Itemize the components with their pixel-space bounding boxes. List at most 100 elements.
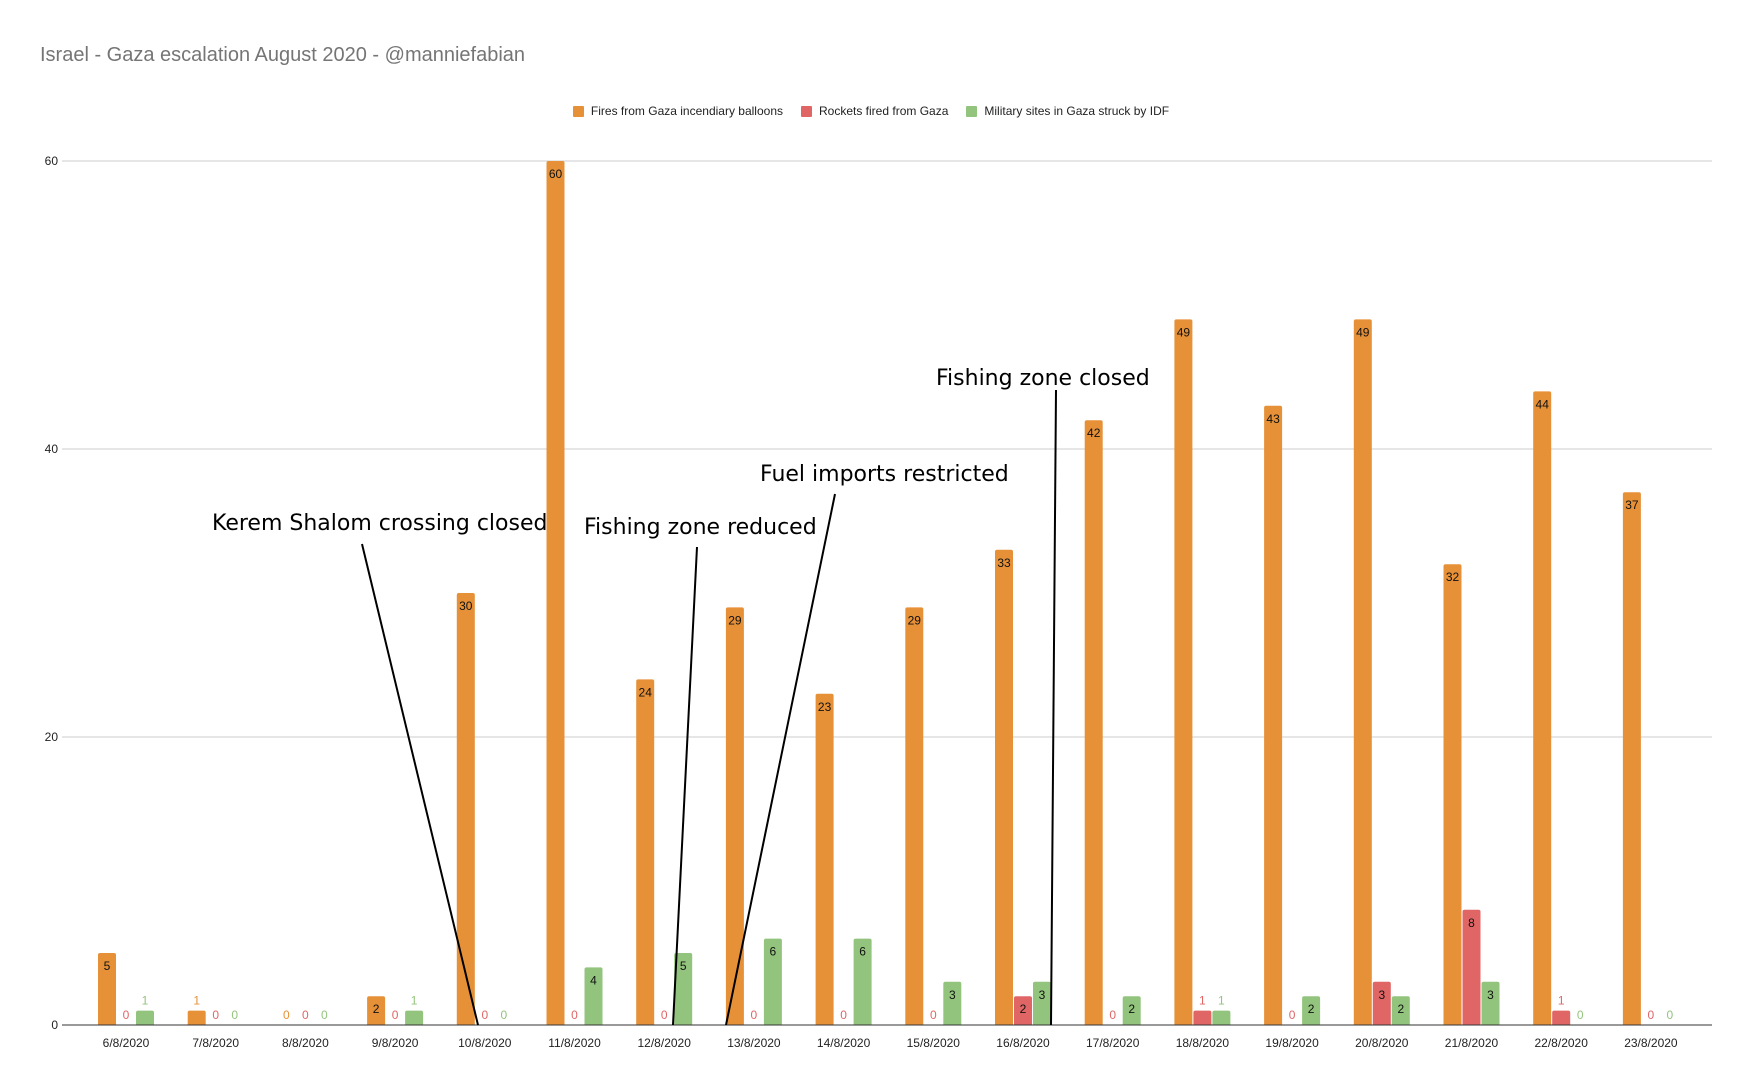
- data-label: 0: [1648, 1008, 1655, 1022]
- data-label: 0: [481, 1008, 488, 1022]
- annotation-label: Fuel imports restricted: [760, 462, 1009, 487]
- data-label: 0: [1577, 1008, 1584, 1022]
- data-label: 1: [1218, 994, 1225, 1008]
- data-label: 0: [321, 1008, 328, 1022]
- y-tick-label: 0: [51, 1018, 58, 1032]
- x-tick-label: 22/8/2020: [1535, 1036, 1589, 1050]
- data-label: 0: [661, 1008, 668, 1022]
- data-label: 0: [123, 1008, 130, 1022]
- bar: [547, 161, 565, 1025]
- x-tick-label: 23/8/2020: [1624, 1036, 1678, 1050]
- data-label: 1: [142, 994, 149, 1008]
- data-label: 60: [549, 167, 563, 181]
- x-tick-label: 11/8/2020: [548, 1036, 601, 1050]
- x-tick-label: 19/8/2020: [1265, 1036, 1319, 1050]
- data-label: 32: [1446, 570, 1460, 584]
- bar: [188, 1011, 206, 1025]
- x-tick-label: 13/8/2020: [727, 1036, 781, 1050]
- bar: [1193, 1011, 1211, 1025]
- data-label: 0: [571, 1008, 578, 1022]
- bar: [1533, 391, 1551, 1025]
- data-label: 2: [1308, 1002, 1315, 1016]
- bar: [1212, 1011, 1230, 1025]
- bar: [1354, 319, 1372, 1025]
- data-label: 4: [590, 973, 597, 987]
- data-label: 42: [1087, 426, 1101, 440]
- data-label: 2: [1397, 1002, 1404, 1016]
- x-tick-label: 9/8/2020: [372, 1036, 419, 1050]
- data-label: 23: [818, 700, 832, 714]
- data-label: 0: [1667, 1008, 1674, 1022]
- data-label: 0: [840, 1008, 847, 1022]
- bar: [1552, 1011, 1570, 1025]
- bar: [1174, 319, 1192, 1025]
- data-label: 33: [997, 556, 1011, 570]
- x-tick-label: 20/8/2020: [1355, 1036, 1409, 1050]
- x-tick-label: 10/8/2020: [458, 1036, 512, 1050]
- data-label: 0: [500, 1008, 507, 1022]
- data-label: 0: [392, 1008, 399, 1022]
- x-tick-label: 21/8/2020: [1445, 1036, 1499, 1050]
- y-tick-label: 40: [45, 442, 59, 456]
- x-tick-label: 7/8/2020: [192, 1036, 239, 1050]
- annotation-label: Fishing zone closed: [936, 366, 1150, 391]
- x-tick-label: 16/8/2020: [996, 1036, 1050, 1050]
- data-label: 29: [908, 613, 922, 627]
- data-label: 49: [1356, 325, 1370, 339]
- x-tick-label: 14/8/2020: [817, 1036, 871, 1050]
- data-label: 0: [930, 1008, 937, 1022]
- bar: [816, 694, 834, 1025]
- data-label: 0: [751, 1008, 758, 1022]
- data-label: 37: [1625, 498, 1639, 512]
- x-tick-label: 18/8/2020: [1176, 1036, 1230, 1050]
- data-label: 0: [212, 1008, 219, 1022]
- bar: [457, 593, 475, 1025]
- bar: [995, 550, 1013, 1025]
- data-label: 3: [949, 988, 956, 1002]
- bar: [1444, 564, 1462, 1025]
- bar: [1623, 492, 1641, 1025]
- data-label: 5: [104, 959, 111, 973]
- x-tick-label: 17/8/2020: [1086, 1036, 1140, 1050]
- data-label: 6: [770, 945, 777, 959]
- data-label: 2: [373, 1002, 380, 1016]
- data-label: 3: [1378, 988, 1385, 1002]
- annotation-label: Fishing zone reduced: [584, 515, 817, 540]
- data-label: 2: [1128, 1002, 1135, 1016]
- data-label: 30: [459, 599, 473, 613]
- x-tick-label: 6/8/2020: [103, 1036, 150, 1050]
- bar: [726, 607, 744, 1025]
- annotation-label: Kerem Shalom crossing closed: [212, 511, 547, 536]
- data-label: 0: [231, 1008, 238, 1022]
- data-label: 29: [728, 613, 742, 627]
- data-label: 2: [1020, 1002, 1027, 1016]
- bar: [405, 1011, 423, 1025]
- data-label: 49: [1177, 325, 1191, 339]
- y-tick-label: 20: [45, 730, 59, 744]
- data-label: 1: [1199, 994, 1206, 1008]
- data-label: 6: [859, 945, 866, 959]
- data-label: 1: [1558, 994, 1565, 1008]
- data-label: 44: [1536, 397, 1550, 411]
- data-label: 3: [1039, 988, 1046, 1002]
- data-label: 0: [283, 1008, 290, 1022]
- bar: [1085, 420, 1103, 1025]
- x-tick-label: 12/8/2020: [638, 1036, 692, 1050]
- data-label: 3: [1487, 988, 1494, 1002]
- data-label: 24: [639, 685, 653, 699]
- x-tick-label: 15/8/2020: [907, 1036, 961, 1050]
- data-label: 0: [1289, 1008, 1296, 1022]
- data-label: 1: [193, 994, 200, 1008]
- bar: [1264, 406, 1282, 1025]
- data-label: 43: [1266, 412, 1280, 426]
- x-tick-label: 8/8/2020: [282, 1036, 329, 1050]
- y-tick-label: 60: [45, 154, 59, 168]
- bar: [636, 679, 654, 1025]
- data-label: 0: [302, 1008, 309, 1022]
- data-label: 0: [1109, 1008, 1116, 1022]
- data-label: 5: [680, 959, 687, 973]
- data-label: 1: [411, 994, 418, 1008]
- bar: [905, 607, 923, 1025]
- data-label: 8: [1468, 916, 1475, 930]
